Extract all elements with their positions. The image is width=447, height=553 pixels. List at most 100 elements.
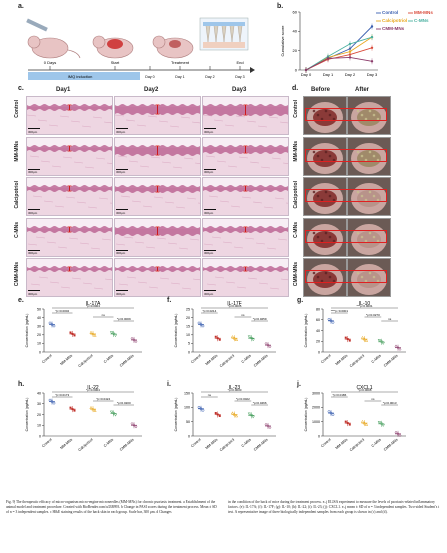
data-point bbox=[327, 317, 331, 321]
y-tick-label: 40 bbox=[37, 391, 41, 395]
x-tick-label: C-MNs bbox=[371, 354, 382, 364]
lesion-highlight-box bbox=[305, 189, 387, 202]
data-point bbox=[109, 410, 114, 414]
histology-image bbox=[26, 258, 113, 297]
elisa-chart-cxcl1: CXCL1 0 1000 2000 3000 Concentration (pg/mL) C… bbox=[304, 385, 406, 452]
scale-bar-label: 300μm bbox=[204, 170, 214, 174]
y-tick-label: 20 bbox=[316, 340, 320, 344]
mouse-photo-before bbox=[303, 136, 347, 176]
mouse-icon-start bbox=[92, 35, 134, 59]
x-tick-label: CMM-MNs bbox=[383, 438, 399, 452]
x-tick-label: C-MNs bbox=[241, 438, 252, 448]
significance-label: *p=0.0002 bbox=[55, 309, 69, 313]
histology-image bbox=[26, 217, 113, 257]
data-point bbox=[326, 57, 330, 60]
elisa-chart-il-22: IL-22 0 10 20 30 40 Concentration (pg/mL) Contr… bbox=[25, 385, 142, 452]
data-point bbox=[89, 405, 93, 409]
data-point bbox=[396, 346, 400, 350]
y-tick-label: 150 bbox=[184, 391, 190, 395]
x-tick-label: CMM-MNs bbox=[383, 354, 399, 368]
data-point bbox=[232, 412, 237, 416]
data-point bbox=[264, 341, 268, 346]
y-axis-label: Cumulative score bbox=[280, 25, 285, 57]
y-axis-label: Concentration (pg/mL) bbox=[304, 398, 308, 432]
y-tick-label: 10 bbox=[186, 333, 190, 337]
significance-label: *p=0.0009 bbox=[117, 317, 131, 321]
scale-bar-label: 300μm bbox=[116, 170, 126, 174]
data-point bbox=[199, 407, 203, 411]
data-point bbox=[348, 423, 351, 426]
data-point bbox=[344, 336, 347, 339]
data-point bbox=[348, 339, 351, 342]
scale-bar bbox=[204, 209, 216, 210]
data-point bbox=[73, 334, 76, 337]
panel-letter: f. bbox=[167, 297, 172, 304]
y-tick-label: 0 bbox=[188, 434, 190, 438]
elisa-chart-il-23: IL-23 0 50 100 150 Concentration (pg/mL) Contr… bbox=[174, 385, 276, 452]
data-point bbox=[381, 424, 385, 428]
data-point bbox=[201, 324, 205, 328]
mouse-photo-before bbox=[303, 258, 347, 297]
panel-letter: j. bbox=[297, 381, 301, 388]
data-point bbox=[71, 408, 74, 411]
scale-bar-label: 300μm bbox=[28, 129, 38, 134]
x-tick-label: Day 0 bbox=[301, 72, 312, 77]
y-tick-label: 0 bbox=[318, 350, 320, 354]
y-tick-label: 40 bbox=[293, 29, 298, 34]
y-tick-label: 30 bbox=[37, 325, 41, 329]
y-axis-label: Concentration (pg/mL) bbox=[174, 314, 178, 348]
histology-image bbox=[202, 136, 289, 176]
x-tick-label: CMM-MNs bbox=[119, 354, 135, 368]
lesion-highlight-box bbox=[305, 270, 387, 283]
data-point bbox=[346, 422, 349, 425]
mouse-photo-after bbox=[347, 136, 391, 176]
data-point bbox=[364, 338, 369, 342]
data-point bbox=[50, 323, 54, 326]
data-point bbox=[348, 50, 352, 53]
data-point bbox=[398, 347, 402, 351]
panel-letter: e. bbox=[18, 297, 24, 304]
y-tick-label: 80 bbox=[316, 307, 320, 311]
data-point bbox=[381, 342, 385, 346]
y-tick-label: 40 bbox=[316, 329, 320, 333]
significance-label: *p=0.0013 bbox=[383, 401, 397, 405]
scale-bar bbox=[116, 290, 128, 291]
scale-bar bbox=[28, 249, 40, 251]
data-point bbox=[331, 413, 335, 416]
syringe-icon bbox=[26, 18, 48, 32]
panel-b-letter: b. bbox=[277, 3, 284, 10]
data-point bbox=[132, 338, 136, 342]
data-point bbox=[234, 338, 239, 341]
data-point bbox=[398, 433, 402, 438]
row-label-mm-mns: MM-MNs bbox=[14, 140, 20, 162]
y-tick-label: 10 bbox=[37, 342, 41, 346]
x-tick-label: CMM-MNs bbox=[119, 438, 135, 452]
label-treatment: Treatment bbox=[171, 60, 190, 65]
col-label-day2: Day2 bbox=[144, 87, 159, 93]
y-tick-label: 60 bbox=[293, 9, 298, 14]
x-tick-label: Control bbox=[320, 354, 332, 365]
data-point bbox=[52, 324, 56, 328]
col-label-day3: Day3 bbox=[232, 87, 247, 93]
x-tick-label: C-MNs bbox=[103, 438, 114, 448]
panel-b-line-chart: 0 20 40 60 Day 0 Day 1 Day 2 Day 3 Cumulative sc… bbox=[280, 9, 433, 77]
significance-label: ns bbox=[371, 397, 375, 401]
d-row-label-mm-mns: MM-MNs bbox=[293, 140, 299, 162]
significance-label: *p=0.0004 bbox=[86, 304, 100, 308]
elisa-chart-il-17a: IL-17A 0 10 20 30 40 50 Concentration (pg/mL) Co… bbox=[25, 301, 142, 368]
data-point bbox=[234, 414, 239, 418]
panel-letter: h. bbox=[18, 381, 25, 388]
scale-bar bbox=[28, 209, 40, 210]
x-tick-label: MM-MNs bbox=[335, 354, 349, 367]
mouse-photo-before bbox=[303, 96, 347, 135]
scale-bar bbox=[204, 128, 216, 129]
x-tick-label: Control bbox=[41, 438, 53, 449]
scale-bar-label: 300μm bbox=[116, 291, 126, 296]
data-point bbox=[264, 422, 268, 427]
data-point bbox=[370, 35, 374, 39]
data-point bbox=[329, 319, 333, 323]
data-point bbox=[346, 338, 349, 341]
y-tick-label: 20 bbox=[37, 333, 41, 337]
data-point bbox=[197, 405, 201, 409]
significance-label: *p=0.0022 bbox=[236, 397, 250, 401]
